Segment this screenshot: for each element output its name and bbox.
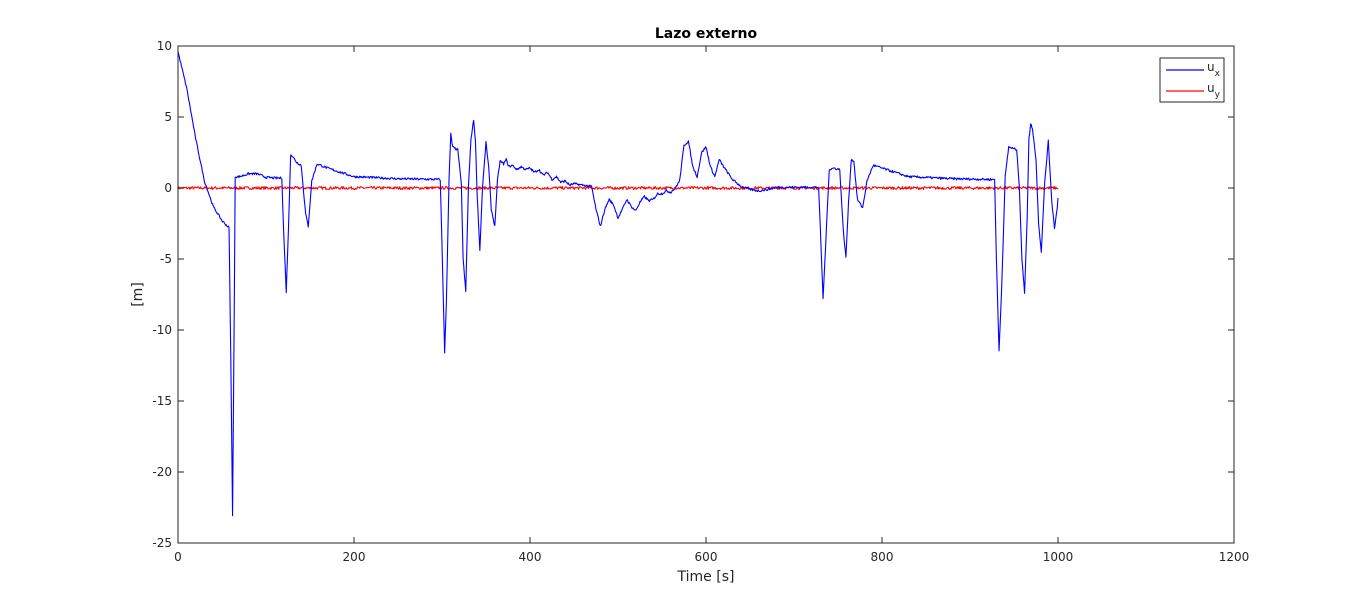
x-tick-label: 600 bbox=[695, 550, 718, 564]
legend: ux uy bbox=[1159, 57, 1225, 103]
x-tick-label: 200 bbox=[343, 550, 366, 564]
y-tick-label: 5 bbox=[164, 110, 172, 124]
series-line-u-x bbox=[177, 51, 1059, 517]
y-tick-label: -20 bbox=[152, 465, 172, 479]
x-tick-label: 1200 bbox=[1219, 550, 1250, 564]
x-axis-label: Time [s] bbox=[677, 569, 735, 585]
y-tick-label: 10 bbox=[157, 39, 172, 53]
x-tick-label: 0 bbox=[174, 550, 182, 564]
y-tick-label: 0 bbox=[164, 181, 172, 195]
y-tick-label: -15 bbox=[152, 394, 172, 408]
legend-label: ux bbox=[1207, 60, 1221, 79]
ticks-layer: 0 200 400 600 800 1000 1200 -25 -20 -15 -10 -5 0 5 10 bbox=[152, 39, 1249, 564]
x-tick-label: 800 bbox=[871, 550, 894, 564]
y-tick-label: -10 bbox=[152, 323, 172, 337]
x-tick-label: 1000 bbox=[1043, 550, 1074, 564]
legend-label: uy bbox=[1207, 81, 1221, 100]
series-line-u-y bbox=[177, 186, 1059, 190]
x-tick-label: 400 bbox=[519, 550, 542, 564]
y-axis-label: [m] bbox=[130, 282, 146, 307]
legend-box bbox=[1159, 57, 1225, 103]
y-tick-label: -5 bbox=[160, 252, 172, 266]
chart-title: Lazo externo bbox=[655, 26, 758, 42]
series-layer bbox=[177, 51, 1059, 517]
y-tick-label: -25 bbox=[152, 536, 172, 550]
